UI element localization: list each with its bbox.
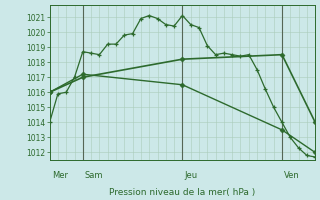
Text: Ven: Ven xyxy=(284,171,300,180)
Text: Sam: Sam xyxy=(85,171,103,180)
Text: Mer: Mer xyxy=(52,171,68,180)
Text: Jeu: Jeu xyxy=(184,171,197,180)
Text: Pression niveau de la mer( hPa ): Pression niveau de la mer( hPa ) xyxy=(109,188,256,197)
